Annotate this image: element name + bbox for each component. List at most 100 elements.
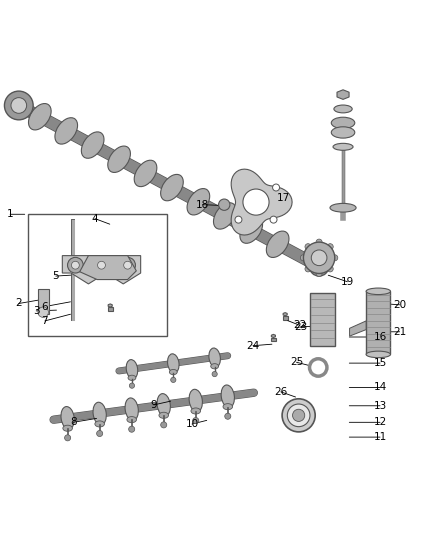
Ellipse shape <box>125 398 138 421</box>
Ellipse shape <box>211 364 219 369</box>
Circle shape <box>193 417 199 424</box>
Text: 10: 10 <box>185 419 198 429</box>
Circle shape <box>38 307 48 318</box>
Text: 9: 9 <box>150 400 157 410</box>
Ellipse shape <box>191 408 201 414</box>
Bar <box>108 307 113 311</box>
Ellipse shape <box>330 204 356 212</box>
Circle shape <box>11 98 27 114</box>
Circle shape <box>243 189 269 215</box>
Text: 8: 8 <box>70 417 77 427</box>
Circle shape <box>120 257 135 273</box>
Ellipse shape <box>157 393 170 416</box>
Bar <box>283 316 288 320</box>
Circle shape <box>300 255 307 261</box>
Bar <box>311 293 335 346</box>
Circle shape <box>316 270 322 277</box>
Circle shape <box>71 261 79 269</box>
Ellipse shape <box>187 189 210 215</box>
Bar <box>378 303 384 306</box>
Circle shape <box>332 255 338 261</box>
Text: 16: 16 <box>374 332 387 342</box>
Ellipse shape <box>213 203 236 229</box>
Ellipse shape <box>240 217 262 243</box>
Circle shape <box>235 216 242 223</box>
Ellipse shape <box>333 143 353 150</box>
Circle shape <box>4 91 33 120</box>
Circle shape <box>64 435 71 441</box>
Circle shape <box>270 216 277 223</box>
Text: 24: 24 <box>246 341 260 351</box>
Circle shape <box>219 199 230 211</box>
Circle shape <box>272 184 279 191</box>
Ellipse shape <box>168 354 179 373</box>
Circle shape <box>282 399 315 432</box>
Text: 19: 19 <box>341 277 354 287</box>
Ellipse shape <box>95 421 104 427</box>
Text: 18: 18 <box>196 200 209 209</box>
Circle shape <box>316 239 322 245</box>
Ellipse shape <box>127 417 137 423</box>
Circle shape <box>161 422 167 428</box>
Circle shape <box>97 431 102 437</box>
Circle shape <box>327 266 333 272</box>
Text: 1: 1 <box>7 209 14 219</box>
Bar <box>271 338 276 341</box>
Circle shape <box>293 409 305 422</box>
Ellipse shape <box>63 425 72 431</box>
Ellipse shape <box>161 174 183 201</box>
Ellipse shape <box>61 407 74 429</box>
Ellipse shape <box>189 389 202 412</box>
Circle shape <box>124 261 131 269</box>
Polygon shape <box>62 256 141 284</box>
Ellipse shape <box>366 288 391 295</box>
Text: 13: 13 <box>374 401 387 411</box>
Circle shape <box>287 404 310 426</box>
Text: 5: 5 <box>53 271 59 281</box>
Circle shape <box>311 250 327 265</box>
Ellipse shape <box>334 105 352 113</box>
Text: 11: 11 <box>374 432 387 442</box>
Polygon shape <box>80 256 136 279</box>
Text: 20: 20 <box>393 300 406 310</box>
Circle shape <box>129 426 135 432</box>
Text: 4: 4 <box>92 214 98 224</box>
Ellipse shape <box>134 160 157 187</box>
Ellipse shape <box>266 231 289 257</box>
Circle shape <box>327 244 333 250</box>
Polygon shape <box>379 300 383 303</box>
Circle shape <box>98 261 106 269</box>
Polygon shape <box>337 90 349 99</box>
Text: 25: 25 <box>290 357 303 367</box>
Circle shape <box>305 266 311 272</box>
Ellipse shape <box>81 132 104 158</box>
Ellipse shape <box>28 103 51 130</box>
Circle shape <box>304 242 335 273</box>
Text: 3: 3 <box>33 306 39 316</box>
Text: 15: 15 <box>374 358 387 368</box>
Bar <box>28 214 167 336</box>
Circle shape <box>212 372 217 377</box>
Circle shape <box>94 257 110 273</box>
Text: 14: 14 <box>374 383 387 392</box>
Ellipse shape <box>126 360 138 378</box>
Ellipse shape <box>221 385 234 407</box>
Text: 21: 21 <box>393 327 406 337</box>
Bar <box>366 292 391 354</box>
Ellipse shape <box>93 402 106 425</box>
Text: 2: 2 <box>15 298 22 309</box>
Ellipse shape <box>331 127 355 138</box>
Circle shape <box>225 413 231 419</box>
Text: 23: 23 <box>294 321 307 332</box>
Text: 17: 17 <box>277 193 290 203</box>
Ellipse shape <box>331 117 355 128</box>
Polygon shape <box>108 304 112 307</box>
Ellipse shape <box>223 403 233 410</box>
Ellipse shape <box>128 375 136 381</box>
Ellipse shape <box>159 412 169 418</box>
Text: 6: 6 <box>42 302 48 312</box>
Text: 22: 22 <box>293 320 306 330</box>
Polygon shape <box>231 169 292 235</box>
Circle shape <box>305 244 311 250</box>
Circle shape <box>129 383 134 388</box>
